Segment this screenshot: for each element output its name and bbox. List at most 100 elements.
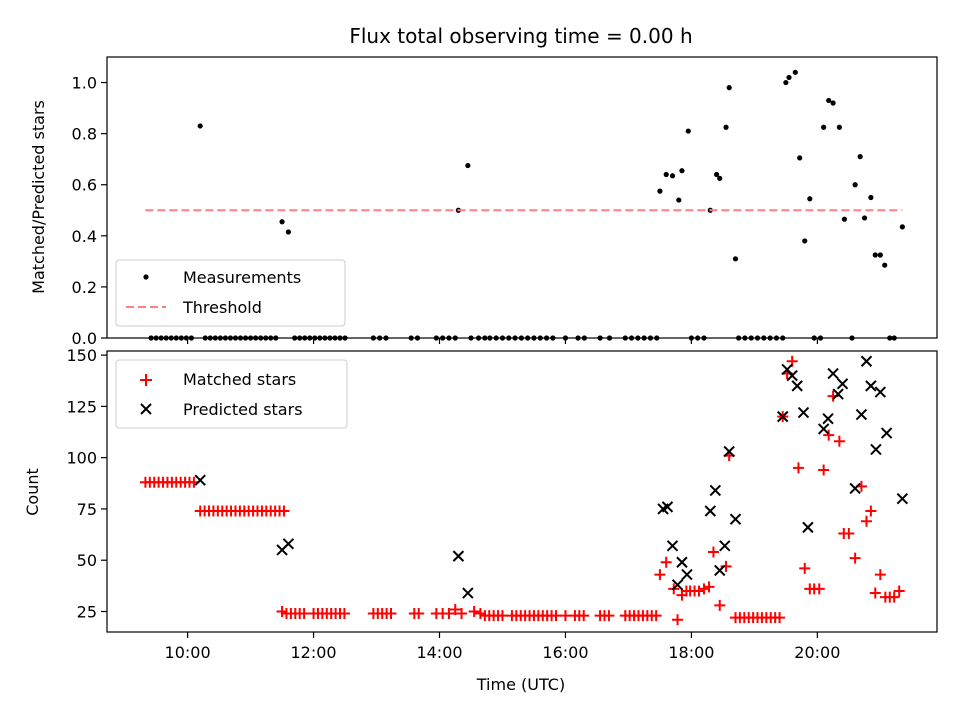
predicted-star-point xyxy=(836,378,849,390)
measurement-point xyxy=(792,69,798,75)
measurement-point xyxy=(857,154,863,160)
matched-star-points xyxy=(139,355,905,626)
matched-star-point xyxy=(823,429,835,441)
bottom-y-tick-label: 25 xyxy=(77,602,97,621)
measurement-point xyxy=(685,128,691,134)
top-y-tick-label: 0.4 xyxy=(72,227,97,246)
predicted-star-point xyxy=(874,386,887,398)
measurement-point xyxy=(877,252,883,258)
matched-star-point xyxy=(603,610,615,622)
matched-star-point xyxy=(693,585,705,597)
measurement-point xyxy=(872,252,878,258)
top-y-tick-label: 0.6 xyxy=(72,176,97,195)
matched-star-point xyxy=(833,435,845,447)
matched-star-point xyxy=(720,560,732,572)
matched-star-point xyxy=(843,528,855,540)
predicted-star-point xyxy=(671,579,684,591)
measurement-point xyxy=(852,182,858,188)
measurement-point xyxy=(882,262,888,268)
matched-star-point xyxy=(698,583,710,595)
matched-star-point xyxy=(578,610,590,622)
bottom-y-tick-label: 75 xyxy=(77,500,97,519)
matched-legend-label: Matched stars xyxy=(183,370,296,389)
predicted-star-point xyxy=(827,367,839,380)
predicted-star-point xyxy=(791,380,803,392)
matched-star-point xyxy=(559,610,571,622)
matched-star-point xyxy=(550,610,562,622)
matched-star-point xyxy=(413,608,425,620)
bottom-x-tick-label: 20:00 xyxy=(794,643,840,662)
matched-star-point xyxy=(385,608,397,620)
matched-star-point xyxy=(496,610,508,622)
predicted-star-point xyxy=(786,369,798,382)
bottom-y-tick-label: 100 xyxy=(66,449,97,468)
bottom-x-tick-label: 10:00 xyxy=(165,643,211,662)
matched-star-point xyxy=(278,505,290,517)
predicted-star-point xyxy=(797,406,810,419)
bottom-y-ticks: 25 50 75 100 125 150 xyxy=(66,346,107,621)
predicted-star-point xyxy=(880,427,893,439)
predicted-star-points xyxy=(194,355,909,599)
measurement-point xyxy=(783,79,789,86)
matched-star-point xyxy=(449,603,461,615)
matched-star-point xyxy=(799,562,811,574)
predicted-star-point xyxy=(870,443,882,456)
predicted-star-point xyxy=(714,564,726,577)
predicted-star-point xyxy=(661,501,674,513)
predicted-star-point xyxy=(462,587,474,599)
bottom-x-tick-label: 12:00 xyxy=(291,643,337,662)
predicted-star-point xyxy=(709,484,722,497)
bottom-axes-frame xyxy=(106,350,938,633)
measurement-point xyxy=(807,196,813,202)
x-axis-label: Time (UTC) xyxy=(476,675,565,694)
matched-star-point xyxy=(774,612,786,624)
predicted-star-point xyxy=(704,505,717,517)
matched-star-point xyxy=(456,608,468,620)
measurement-point xyxy=(679,168,685,174)
top-panel: 0.0 0.2 0.4 0.6 0.8 1.0 Matched/Predicted sta… xyxy=(29,56,938,348)
top-y-tick-label: 0.8 xyxy=(72,125,97,144)
bottom-x-tick-label: 16:00 xyxy=(542,643,588,662)
matched-star-point xyxy=(813,583,825,595)
measurement-point xyxy=(713,171,720,178)
matched-star-point xyxy=(298,608,310,620)
predicted-star-point xyxy=(777,410,789,423)
predicted-star-point xyxy=(896,492,909,505)
bottom-y-tick-label: 50 xyxy=(77,551,97,570)
bottom-x-tick-label: 18:00 xyxy=(668,643,714,662)
measurement-point xyxy=(802,238,808,244)
bottom-legend: Matched stars Predicted stars xyxy=(115,359,348,429)
bottom-x-tick-label: 14:00 xyxy=(416,643,462,662)
predicted-star-point xyxy=(452,550,465,562)
predicted-star-point xyxy=(817,423,830,435)
matched-star-point xyxy=(660,556,672,568)
top-axes-frame xyxy=(106,56,938,339)
measurement-point xyxy=(279,219,285,225)
matched-legend-marker xyxy=(140,374,152,386)
matched-star-point xyxy=(893,585,905,597)
matched-star-point xyxy=(650,610,662,622)
matched-star-point xyxy=(865,505,877,517)
measurement-point xyxy=(797,155,803,161)
matched-star-point xyxy=(818,464,830,476)
measurement-point xyxy=(717,175,723,181)
predicted-star-point xyxy=(865,380,877,392)
bottom-y-tick-label: 150 xyxy=(66,346,97,365)
measurement-point xyxy=(836,124,842,130)
measurement-point xyxy=(821,124,827,130)
matched-star-point xyxy=(338,608,350,620)
measurement-point xyxy=(663,171,669,178)
bottom-y-tick-label: 125 xyxy=(66,397,97,416)
matched-star-point xyxy=(849,552,861,564)
top-legend: Measurements Threshold xyxy=(115,259,346,327)
matched-star-point xyxy=(888,591,900,603)
measurement-point xyxy=(197,123,203,129)
matched-star-point xyxy=(703,581,715,593)
predicted-star-point xyxy=(719,540,731,552)
predicted-star-point xyxy=(860,355,873,367)
top-y-tick-label: 0.2 xyxy=(72,278,97,297)
predicted-star-point xyxy=(729,513,742,525)
measurement-point xyxy=(676,197,682,203)
predicted-legend-label: Predicted stars xyxy=(183,400,303,419)
measurement-point xyxy=(861,215,868,221)
